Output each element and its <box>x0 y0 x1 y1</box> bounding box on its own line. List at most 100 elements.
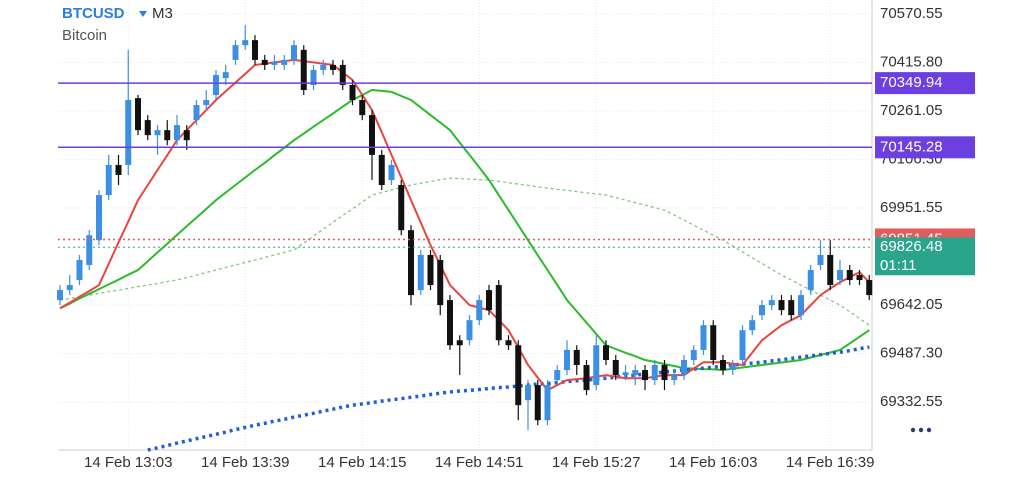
candle-body <box>807 270 814 291</box>
candle-body <box>690 349 697 360</box>
candle-body <box>183 130 190 141</box>
candle-body <box>281 59 288 65</box>
candle-body <box>632 370 639 376</box>
candle-body <box>125 100 132 165</box>
candle-body <box>476 300 483 321</box>
candle-body <box>739 330 746 360</box>
indicator-line <box>59 88 870 372</box>
candle-body <box>759 305 765 316</box>
candle-body <box>154 130 161 136</box>
candle-body <box>213 74 219 96</box>
candle-body <box>564 349 570 371</box>
candle-body <box>817 254 824 265</box>
dropdown-icon[interactable] <box>139 11 147 17</box>
candle-body <box>768 300 775 306</box>
x-tick-label: 14 Feb 14:51 <box>435 454 523 471</box>
candle-body <box>661 365 668 381</box>
candle-body <box>729 365 736 371</box>
candle-body <box>798 295 804 316</box>
y-tick-label: 69642.05 <box>880 296 943 313</box>
x-tick-label: 14 Feb 14:15 <box>318 454 406 471</box>
candle-body <box>427 254 434 286</box>
candle-body <box>203 100 210 106</box>
candle-body <box>720 360 726 371</box>
x-tick-label: 14 Feb 13:39 <box>201 454 289 471</box>
candle-body <box>622 372 629 376</box>
candle-body <box>359 100 366 116</box>
current-price-tag <box>875 237 975 276</box>
more-menu[interactable] <box>910 427 932 433</box>
candle-body <box>778 300 785 311</box>
candle-body <box>86 235 93 265</box>
y-tick-label: 69951.55 <box>880 199 943 216</box>
candle-body <box>505 340 512 346</box>
candle-body <box>651 365 658 381</box>
candle-body <box>164 130 171 141</box>
candle-body <box>57 290 63 301</box>
y-tick-label: 69332.55 <box>880 393 943 410</box>
candle-body <box>583 365 590 391</box>
candle-body <box>866 280 873 296</box>
candle-body <box>271 61 278 65</box>
indicator-line <box>59 58 871 392</box>
x-tick-label: 14 Feb 16:03 <box>669 454 757 471</box>
candle-body <box>193 105 200 121</box>
candle-body <box>135 98 141 131</box>
candle-body <box>115 164 122 175</box>
candle-body <box>544 385 551 421</box>
candle-body <box>76 259 83 281</box>
candle-body <box>437 259 444 306</box>
candle-body <box>856 275 863 281</box>
candle-body <box>349 84 356 101</box>
candle-body <box>554 370 561 381</box>
candle-body <box>525 385 531 401</box>
candle-body <box>681 360 687 376</box>
candle-body <box>612 360 619 376</box>
candle-body <box>330 64 336 70</box>
candle-body <box>174 125 180 141</box>
y-tick-label: 70570.55 <box>880 5 943 22</box>
candle-body <box>495 285 502 341</box>
candle-body <box>593 345 600 386</box>
price-level-label: 70349.94 <box>880 74 943 91</box>
candle-body <box>320 64 327 70</box>
y-tick-label: 70261.05 <box>880 102 943 119</box>
candle-body <box>408 230 414 296</box>
price-level-tag <box>875 72 975 95</box>
candle-body <box>300 49 307 90</box>
candle-body <box>788 300 795 316</box>
candle-body <box>534 385 541 421</box>
price-level-label: 70145.28 <box>880 138 943 155</box>
candle-body <box>710 325 717 360</box>
y-tick-label: 69487.30 <box>880 345 943 362</box>
candle-body <box>252 40 258 60</box>
x-tick-label: 14 Feb 13:03 <box>84 454 172 471</box>
candle-body <box>603 345 609 360</box>
candle-body <box>398 185 405 231</box>
indicator-line <box>59 177 870 326</box>
candle-body <box>232 45 239 60</box>
y-tick-label: 70415.80 <box>880 53 943 70</box>
x-tick-label: 14 Feb 16:39 <box>786 454 874 471</box>
plot <box>57 0 873 452</box>
candle-body <box>369 115 375 155</box>
candle-body <box>486 290 492 311</box>
current-price-label: 69826.48 <box>880 238 943 255</box>
indicator-line <box>147 345 870 452</box>
candle-body <box>846 270 853 281</box>
candle-body <box>515 345 522 406</box>
candle-body <box>466 320 473 341</box>
candle-body <box>339 64 346 85</box>
candle-body <box>310 69 317 85</box>
candle-body <box>291 45 297 60</box>
candle-body <box>749 320 756 331</box>
candle-body <box>573 349 580 366</box>
candle-body <box>222 72 229 79</box>
candle-body <box>261 59 268 65</box>
candle-body <box>388 164 395 180</box>
symbol[interactable]: BTCUSD <box>62 5 125 22</box>
x-tick-label: 14 Feb 15:27 <box>552 454 640 471</box>
timeframe[interactable]: M3 <box>152 5 173 22</box>
candle-body <box>447 300 453 346</box>
candle-body <box>96 195 102 241</box>
